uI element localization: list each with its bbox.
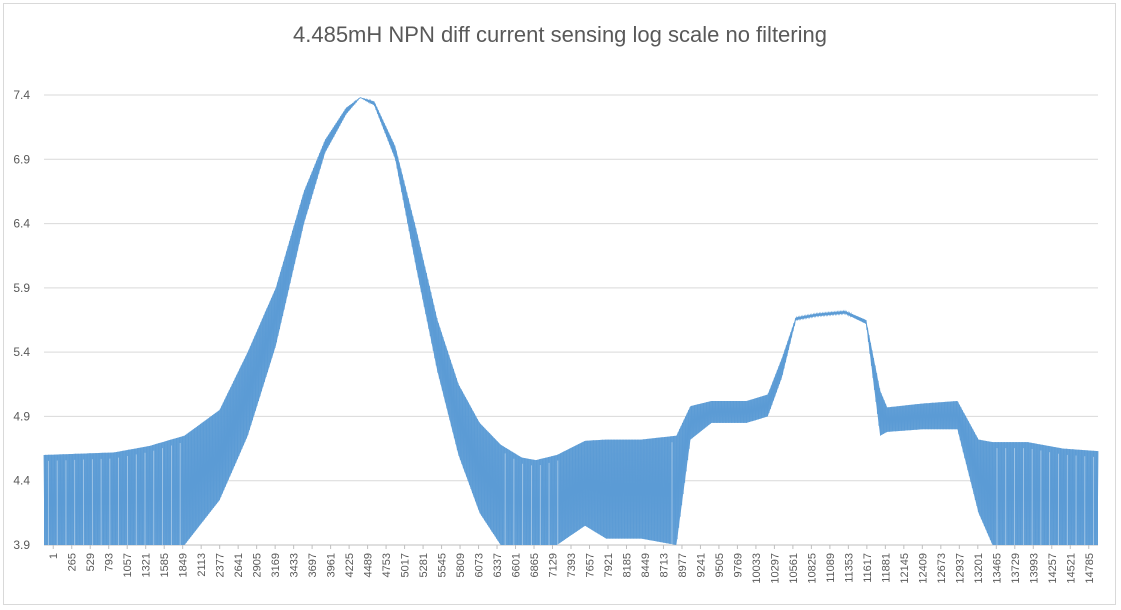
x-tick-label: 8185: [621, 553, 633, 577]
x-tick-label: 9769: [732, 553, 744, 577]
y-tick-label: 4.4: [13, 474, 30, 488]
y-tick-label: 6.4: [13, 217, 30, 231]
x-tick-label: 9505: [714, 553, 726, 577]
x-tick-label: 793: [104, 553, 116, 571]
x-tick-label: 10297: [769, 553, 781, 584]
x-tick-label: 6601: [511, 553, 523, 577]
x-tick-label: 8713: [658, 553, 670, 577]
y-axis-ticks: 3.9 4.4 4.9 5.4 5.9 6.4 6.9 7.4: [13, 88, 30, 552]
x-tick-label: 6073: [474, 553, 486, 577]
y-tick-label: 5.9: [13, 281, 30, 295]
x-tick-label: 5017: [400, 553, 412, 577]
x-tick-label: 1: [48, 553, 60, 559]
x-tick-label: 12937: [954, 553, 966, 584]
y-tick-label: 4.9: [13, 409, 30, 423]
x-tick-label: 3961: [326, 553, 338, 577]
x-tick-label: 5809: [455, 553, 467, 577]
x-tick-label: 1321: [141, 553, 153, 577]
series-band: [44, 97, 1098, 545]
x-tick-label: 265: [67, 553, 79, 571]
x-tick-label: 14785: [1084, 553, 1096, 584]
x-tick-label: 14521: [1065, 553, 1077, 584]
x-tick-label: 3169: [270, 553, 282, 577]
x-tick-label: 7393: [566, 553, 578, 577]
x-tick-label: 7657: [584, 553, 596, 577]
y-tick-label: 5.4: [13, 345, 30, 359]
chart-title: 4.485mH NPN diff current sensing log sca…: [293, 22, 827, 47]
x-tick-label: 13201: [973, 553, 985, 584]
x-tick-label: 1585: [159, 553, 171, 577]
y-tick-label: 7.4: [13, 88, 30, 102]
x-tick-label: 5281: [418, 553, 430, 577]
x-tick-label: 7921: [603, 553, 615, 577]
x-tick-label: 6337: [492, 553, 504, 577]
x-tick-label: 10561: [788, 553, 800, 584]
x-tick-label: 2377: [215, 553, 227, 577]
x-tick-label: 2905: [252, 553, 264, 577]
x-tick-label: 10033: [751, 553, 763, 584]
x-tick-label: 11881: [880, 553, 892, 583]
x-axis-ticks: 1 265 529 793 1057 1321 1585 1849 2113 2377 2641 29…: [48, 545, 1096, 584]
x-tick-label: 4753: [381, 553, 393, 577]
x-tick-label: 529: [85, 553, 97, 571]
x-tick-label: 8977: [677, 553, 689, 577]
x-tick-label: 3433: [289, 553, 301, 577]
x-tick-label: 13993: [1028, 553, 1040, 584]
series-area: [43, 97, 1099, 546]
x-tick-label: 10825: [806, 553, 818, 584]
x-tick-label: 5545: [437, 553, 449, 577]
x-tick-label: 11617: [862, 553, 874, 583]
x-tick-label: 8449: [640, 553, 652, 577]
x-tick-label: 1057: [122, 553, 134, 577]
x-tick-label: 13729: [1010, 553, 1022, 584]
x-tick-label: 4489: [363, 553, 375, 577]
x-tick-label: 14257: [1047, 553, 1059, 584]
x-tick-label: 4225: [344, 553, 356, 577]
x-tick-label: 11089: [825, 553, 837, 583]
x-tick-label: 6865: [529, 553, 541, 577]
y-tick-label: 3.9: [13, 538, 30, 552]
x-tick-label: 12673: [936, 553, 948, 584]
x-tick-label: 3697: [307, 553, 319, 577]
y-tick-label: 6.9: [13, 152, 30, 166]
series-line: [43, 97, 1099, 546]
x-tick-label: 12145: [899, 553, 911, 584]
x-tick-label: 9241: [695, 553, 707, 577]
x-tick-label: 2113: [196, 553, 208, 577]
x-tick-label: 13465: [991, 553, 1003, 584]
x-tick-label: 2641: [233, 553, 245, 577]
x-tick-label: 7129: [548, 553, 560, 577]
x-tick-label: 1849: [178, 553, 190, 577]
x-tick-label: 11353: [843, 553, 855, 583]
x-tick-label: 12409: [917, 553, 929, 584]
